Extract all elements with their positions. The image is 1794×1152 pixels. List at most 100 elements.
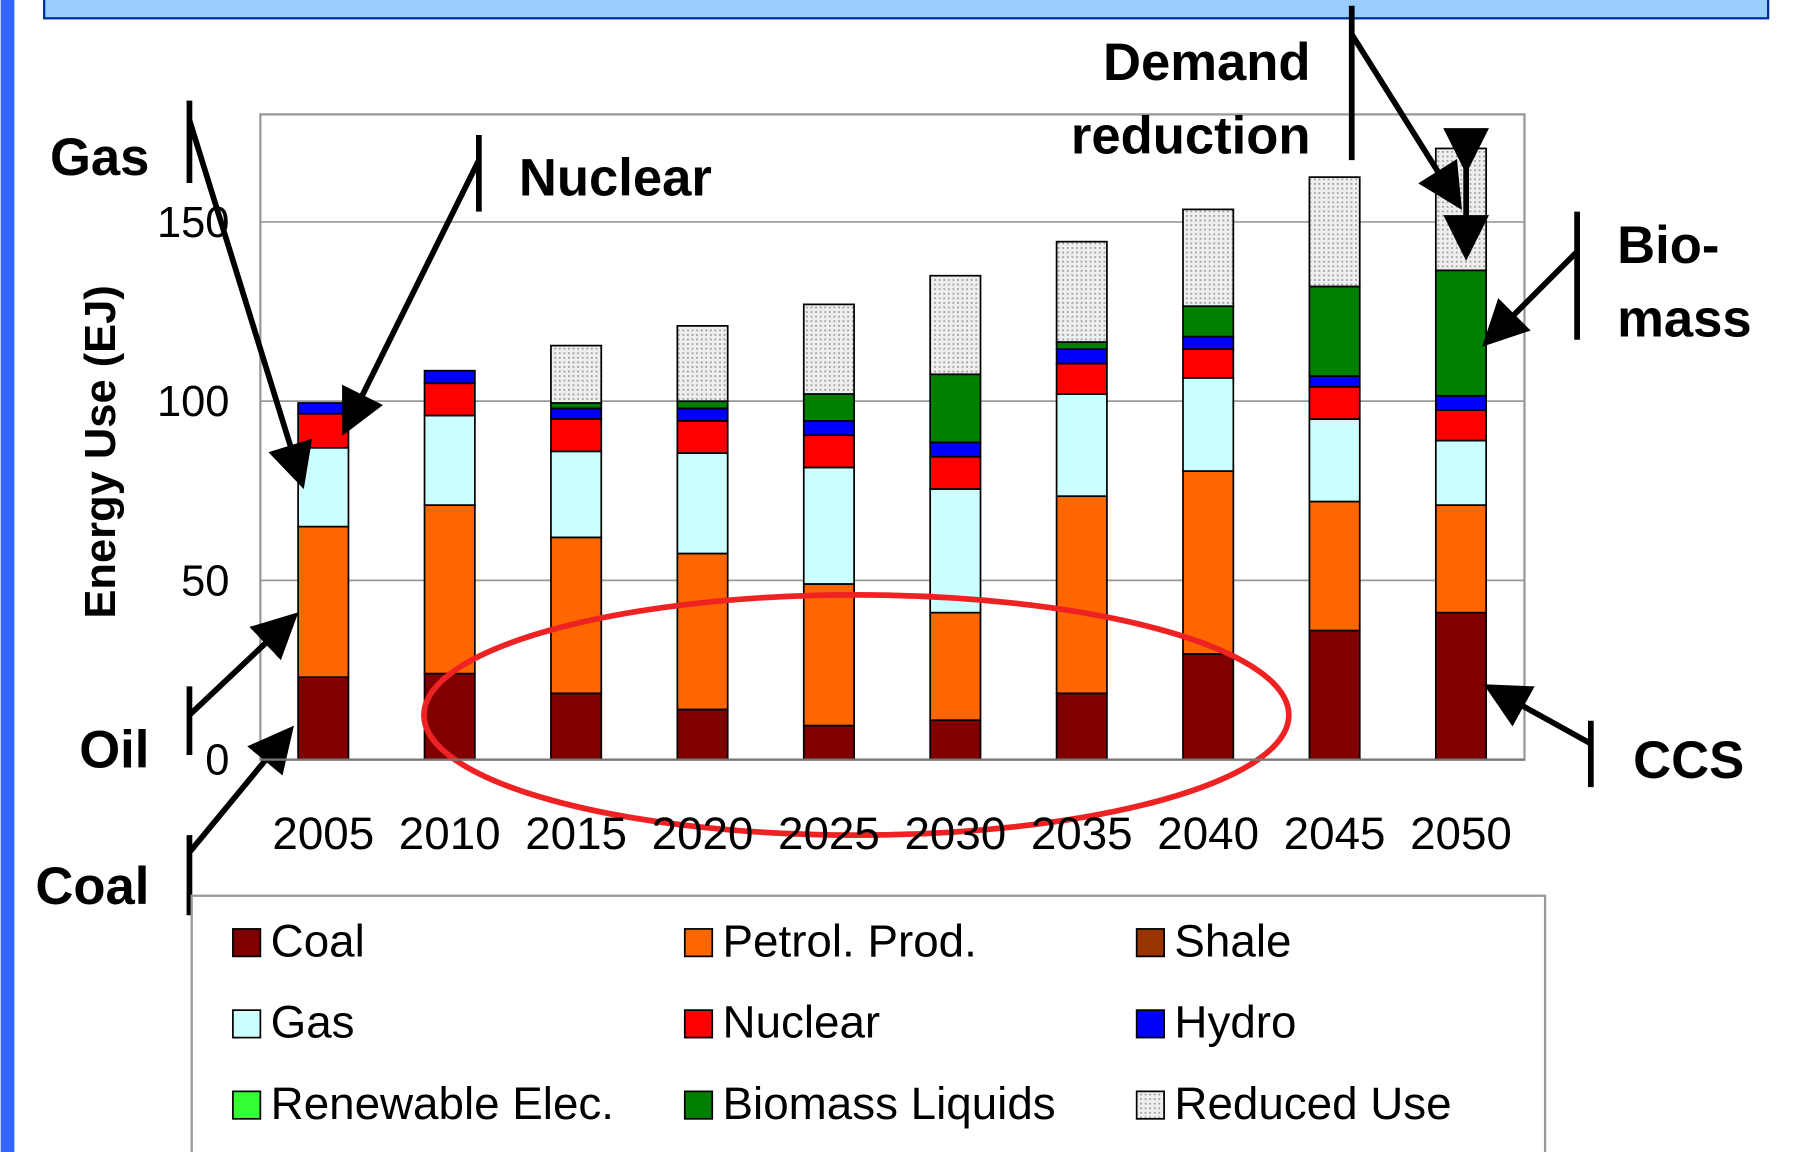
- bar-segment: [1434, 269, 1488, 397]
- annotation: Gas: [50, 128, 149, 187]
- bar-segment: [1434, 147, 1488, 272]
- annotation: reduction: [1071, 106, 1311, 165]
- bar-segment: [423, 382, 476, 417]
- legend-label: Petrol. Prod.: [723, 915, 977, 966]
- bar-segment: [297, 446, 350, 528]
- bar-segment: [1182, 653, 1235, 761]
- legend-label: Renewable Elec.: [271, 1078, 614, 1129]
- bar-segment: [929, 373, 982, 444]
- x-tick-label: 2015: [525, 808, 627, 859]
- x-tick-label: 2020: [652, 808, 754, 859]
- bar-segment: [676, 420, 729, 454]
- bar-segment: [802, 303, 855, 395]
- bar-segment: [550, 450, 603, 539]
- y-axis-label: Energy Use (EJ): [77, 285, 125, 618]
- x-tick-label: 2035: [1031, 808, 1133, 859]
- annotation: Coal: [35, 857, 149, 916]
- y-tick-label: 50: [181, 557, 229, 605]
- legend-label: Shale: [1174, 915, 1291, 966]
- title-box: [43, 0, 1770, 20]
- bar-segment: [929, 488, 982, 614]
- bar-segment: [802, 724, 855, 761]
- legend-label: Hydro: [1174, 997, 1296, 1048]
- bar-segment: [1055, 393, 1108, 498]
- bar-segment: [550, 692, 603, 761]
- bar-segment: [550, 407, 603, 420]
- bar-segment: [1182, 208, 1235, 308]
- annotation: Demand: [1103, 33, 1311, 92]
- bar-segment: [802, 420, 855, 437]
- legend-swatch: [232, 928, 262, 958]
- y-tick-label: 150: [157, 199, 230, 247]
- annotation: mass: [1617, 289, 1752, 348]
- x-tick-label: 2030: [904, 808, 1006, 859]
- legend-box: [190, 894, 1547, 1152]
- legend-label: Biomass Liquids: [723, 1078, 1056, 1129]
- legend-label: Gas: [271, 997, 355, 1048]
- legend-swatch: [683, 1090, 714, 1120]
- bar-segment: [1308, 629, 1361, 761]
- bar-segment: [676, 400, 729, 410]
- bar-segment: [1308, 418, 1361, 503]
- bar-segment: [1308, 500, 1361, 632]
- x-tick-label: 2040: [1157, 808, 1259, 859]
- bar-segment: [929, 274, 982, 376]
- legend-swatch: [232, 1009, 262, 1039]
- bar-segment: [423, 369, 476, 385]
- bar-segment: [929, 719, 982, 761]
- callouts: [186, 5, 1594, 916]
- bar-segment: [676, 325, 729, 403]
- side-strip: [0, 0, 15, 1152]
- bar-segment: [676, 708, 729, 761]
- x-tick-label: 2005: [272, 808, 374, 859]
- bar-segment: [423, 672, 476, 761]
- x-tick-label: 2045: [1284, 808, 1386, 859]
- legend-swatch: [1135, 1009, 1165, 1039]
- bar-segment: [929, 611, 982, 722]
- bar-segment: [1434, 439, 1488, 506]
- bar-segment: [1182, 348, 1235, 379]
- plot: [260, 147, 1525, 761]
- legend-swatch: [683, 1009, 714, 1039]
- bar-segment: [1055, 341, 1108, 351]
- legend-swatch: [232, 1090, 262, 1120]
- bar-segment: [802, 393, 855, 422]
- bar-segment: [676, 407, 729, 422]
- annotation: Oil: [79, 721, 149, 780]
- bar-segment: [550, 536, 603, 695]
- bar-segment: [1182, 377, 1235, 472]
- legend-swatch: [1135, 928, 1165, 958]
- legend-label: Coal: [271, 915, 365, 966]
- bar-segment: [802, 583, 855, 727]
- bar-segment: [676, 452, 729, 555]
- bar-segment: [1434, 394, 1488, 411]
- bar-segment: [1308, 385, 1361, 420]
- bar-segment: [297, 412, 350, 449]
- bar-segment: [929, 441, 982, 458]
- bar-segment: [1055, 362, 1108, 395]
- legend-label: Reduced Use: [1174, 1078, 1451, 1129]
- bar-segment: [1182, 335, 1235, 351]
- bar-segment: [423, 414, 476, 506]
- bar-segment: [1434, 409, 1488, 442]
- x-tick-label: 2010: [399, 808, 501, 859]
- bar-segment: [676, 552, 729, 711]
- bar-segment: [1308, 375, 1361, 388]
- bar-segment: [423, 504, 476, 675]
- bar-segment: [297, 402, 350, 415]
- bar-segment: [1308, 285, 1361, 377]
- bar-segment: [802, 466, 855, 585]
- bar-segment: [1434, 504, 1488, 614]
- legend-swatch: [1135, 1090, 1165, 1120]
- legend-label: Nuclear: [723, 997, 881, 1048]
- y-tick-label: 100: [157, 378, 230, 426]
- bar-segment: [1055, 240, 1108, 343]
- y-tick-label: 0: [205, 736, 229, 784]
- bar-segment: [297, 676, 350, 761]
- annotation: Nuclear: [519, 149, 712, 208]
- x-tick-label: 2050: [1410, 808, 1512, 859]
- bar-segment: [1434, 611, 1488, 761]
- bar-segment: [1055, 692, 1108, 761]
- bar-segment: [550, 418, 603, 453]
